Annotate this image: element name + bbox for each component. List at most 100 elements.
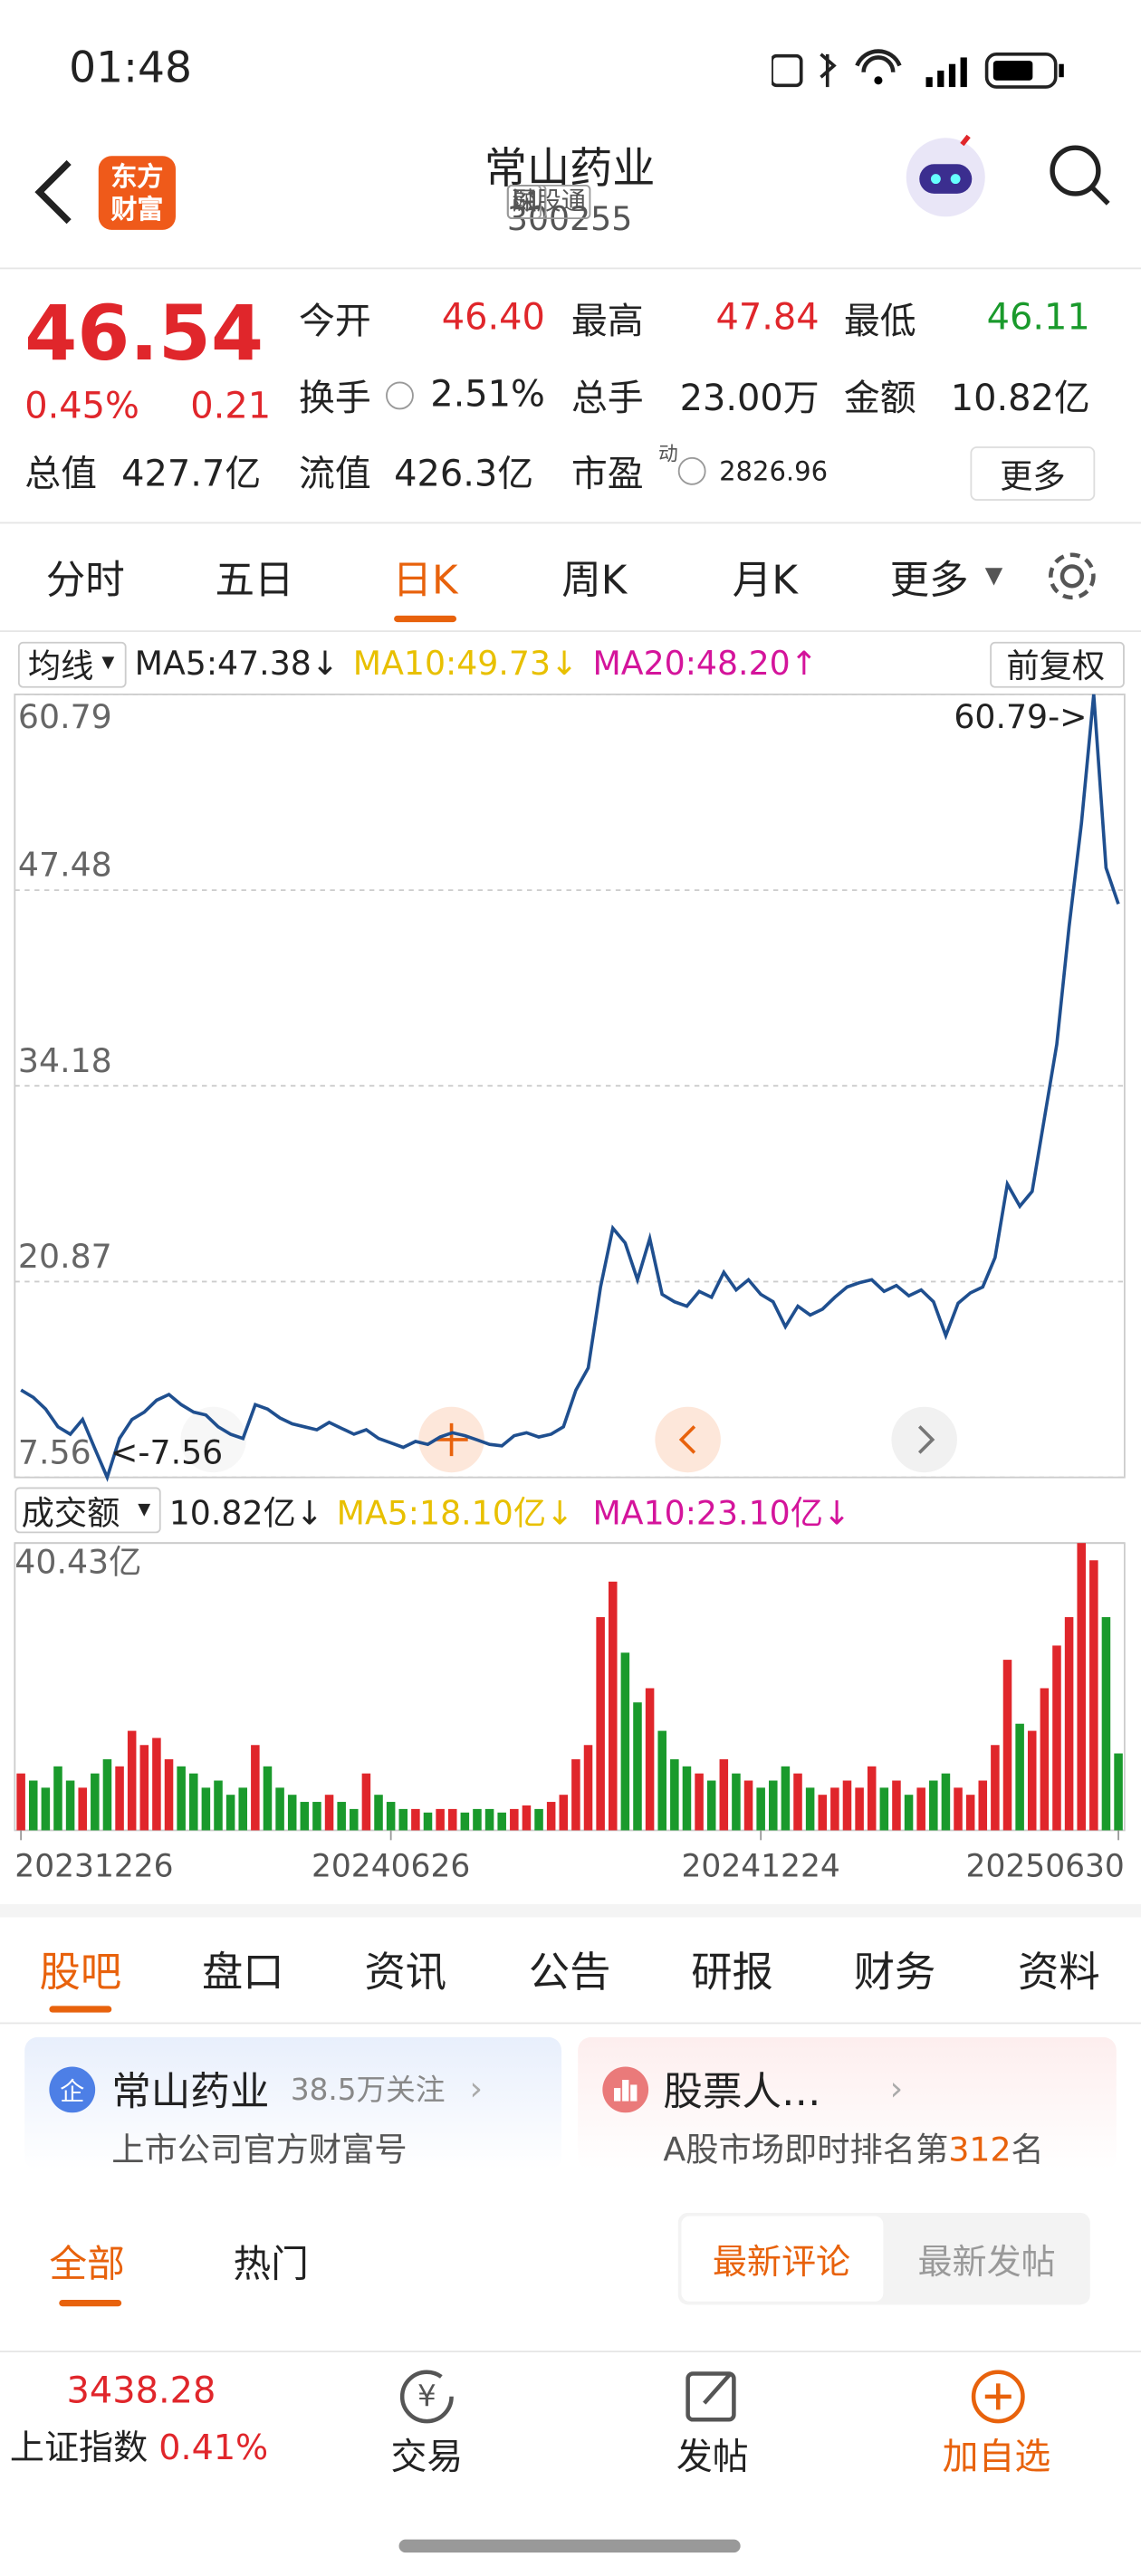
volume-bar bbox=[361, 1773, 371, 1831]
app-logo: 东方 财富 bbox=[98, 156, 176, 230]
index-row[interactable]: 上证指数 0.41% bbox=[10, 2421, 268, 2470]
volume-bar bbox=[1002, 1660, 1012, 1831]
logo-text: 东方 bbox=[110, 160, 164, 193]
y-tick-label: 34.18 bbox=[18, 1041, 112, 1080]
logo-text: 财富 bbox=[110, 193, 164, 225]
divider bbox=[0, 630, 1141, 632]
volume-bar bbox=[867, 1766, 877, 1831]
sort-option[interactable]: 最新评论 bbox=[712, 2242, 851, 2283]
period-tab[interactable]: 周K bbox=[561, 557, 628, 604]
index-value[interactable]: 3438.28 bbox=[66, 2370, 216, 2413]
volume-bar bbox=[633, 1702, 642, 1831]
period-tab[interactable]: 五日 bbox=[215, 557, 294, 604]
volume-bar bbox=[497, 1812, 506, 1831]
info-icon bbox=[386, 381, 414, 410]
action-label[interactable]: 发帖 bbox=[676, 2437, 749, 2479]
volume-bar bbox=[1077, 1543, 1086, 1831]
volume-bar bbox=[201, 1787, 211, 1831]
card-followers: 38.5万关注 bbox=[290, 2073, 446, 2108]
volume-bar bbox=[300, 1802, 310, 1831]
volume-bar bbox=[1064, 1617, 1074, 1831]
stat-value: 2.51% bbox=[430, 375, 545, 417]
assistant-avatar[interactable] bbox=[899, 131, 992, 224]
adjust-button[interactable] bbox=[990, 641, 1125, 688]
section-tab[interactable]: 资讯 bbox=[364, 1948, 447, 1997]
volume-bar bbox=[818, 1795, 828, 1831]
pe-superscript: 动 bbox=[657, 442, 678, 465]
prev-button[interactable] bbox=[655, 1406, 721, 1473]
dropdown-caret: ▼ bbox=[101, 654, 115, 673]
volume-bar bbox=[263, 1766, 273, 1831]
ma-selector[interactable] bbox=[17, 641, 127, 688]
settings-button[interactable] bbox=[1044, 549, 1100, 605]
volume-bar bbox=[534, 1808, 543, 1831]
volume-bar bbox=[781, 1766, 791, 1831]
sort-option[interactable]: 最新发帖 bbox=[917, 2242, 1056, 2283]
rank-icon bbox=[602, 2066, 649, 2113]
back-button[interactable] bbox=[30, 156, 79, 228]
volume-bar bbox=[423, 1812, 433, 1831]
ma-legend-item: MA10:49.73↓ bbox=[352, 643, 579, 684]
volume-bar bbox=[312, 1802, 321, 1831]
volume-bar bbox=[41, 1787, 51, 1831]
section-tab[interactable]: 股吧 bbox=[39, 1948, 122, 1997]
stat-value: 46.11 bbox=[986, 298, 1090, 340]
trade-icon[interactable]: ¥ bbox=[394, 2367, 460, 2426]
volume-bar bbox=[941, 1773, 951, 1831]
rank-number: 312 bbox=[948, 2130, 1012, 2169]
volume-bar bbox=[842, 1780, 852, 1831]
next-button[interactable] bbox=[891, 1406, 957, 1473]
section-tab[interactable]: 盘口 bbox=[201, 1948, 284, 1997]
volume-bar bbox=[892, 1780, 901, 1831]
volume-bar bbox=[916, 1787, 925, 1831]
stat-label: 最低 bbox=[843, 302, 916, 343]
active-underline bbox=[59, 2299, 122, 2307]
section-tab[interactable]: 财务 bbox=[853, 1948, 936, 1997]
divider bbox=[0, 2351, 1141, 2352]
period-tab[interactable]: 分时 bbox=[45, 557, 125, 604]
volume-bar bbox=[510, 1808, 519, 1831]
section-tab[interactable]: 研报 bbox=[691, 1948, 773, 1997]
search-button[interactable] bbox=[1046, 141, 1115, 210]
section-tab[interactable]: 资料 bbox=[1018, 1948, 1100, 1997]
volume-bar bbox=[1052, 1645, 1061, 1831]
volume-bar bbox=[583, 1745, 593, 1831]
volume-bar bbox=[102, 1758, 112, 1831]
x-tick-label: 20250630 bbox=[966, 1849, 1125, 1885]
subtitle-text: A股市场即时排名第 bbox=[663, 2130, 949, 2169]
more-label: 更多 bbox=[1000, 456, 1066, 496]
period-tab[interactable]: 更多 bbox=[889, 557, 969, 604]
volume-bar bbox=[238, 1787, 248, 1831]
max-annotation: 60.79-> bbox=[954, 697, 1087, 736]
status-time: 01:48 bbox=[69, 43, 193, 94]
company-card[interactable] bbox=[24, 2036, 562, 2170]
rank-card[interactable] bbox=[578, 2036, 1117, 2170]
filter-tab[interactable]: 全部 bbox=[49, 2244, 125, 2287]
volume-bar bbox=[559, 1795, 569, 1831]
nav-button[interactable] bbox=[180, 1406, 246, 1473]
volume-bar bbox=[695, 1773, 704, 1831]
add-icon[interactable] bbox=[965, 2367, 1031, 2426]
volume-bar bbox=[1027, 1730, 1037, 1831]
stat-label: 流值 bbox=[298, 455, 371, 496]
filter-tab[interactable]: 热门 bbox=[233, 2244, 309, 2287]
more-button[interactable]: 更多 bbox=[970, 446, 1096, 501]
section-tab[interactable]: 公告 bbox=[528, 1948, 611, 1997]
volume-selector[interactable] bbox=[14, 1487, 161, 1534]
divider bbox=[0, 2022, 1141, 2025]
volume-bar bbox=[879, 1787, 889, 1831]
period-tab[interactable]: 月K bbox=[732, 557, 798, 604]
volume-bar bbox=[484, 1808, 494, 1831]
volume-bar bbox=[830, 1787, 839, 1831]
period-tab[interactable]: 日K bbox=[392, 557, 458, 604]
post-icon[interactable] bbox=[681, 2367, 747, 2426]
y-tick-label: 47.48 bbox=[18, 846, 112, 885]
volume-bar bbox=[189, 1773, 198, 1831]
y-tick-label: 60.79 bbox=[18, 697, 112, 736]
volume-bar bbox=[411, 1808, 420, 1831]
action-label[interactable]: 加自选 bbox=[942, 2437, 1051, 2479]
ma-legend-item: MA20:48.20↑ bbox=[592, 643, 819, 684]
action-label[interactable]: 交易 bbox=[390, 2437, 464, 2479]
stat-label: 金额 bbox=[843, 378, 916, 421]
